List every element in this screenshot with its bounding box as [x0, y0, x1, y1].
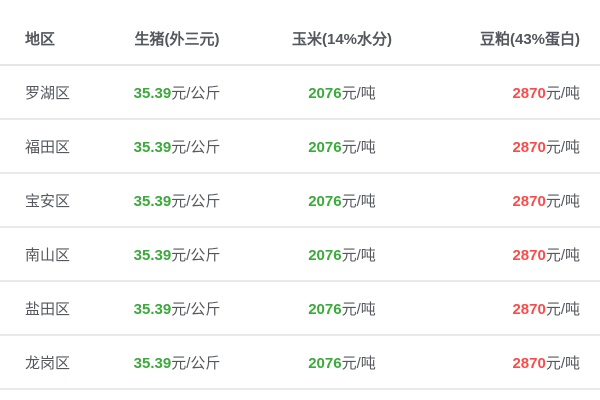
soymeal-price-value: 2870 — [512, 138, 546, 156]
corn-price-unit: 元/吨 — [341, 354, 376, 372]
pig-price-cell: 35.39元/公斤 — [102, 298, 252, 319]
pig-price-value: 35.39 — [133, 84, 172, 102]
region-cell: 宝安区 — [25, 192, 71, 210]
soymeal-price-value: 2870 — [512, 354, 546, 372]
soymeal-price-unit: 元/吨 — [545, 246, 580, 264]
pig-price-unit: 元/公斤 — [171, 84, 221, 102]
corn-price-unit: 元/吨 — [341, 246, 376, 264]
soymeal-price-value: 2870 — [512, 84, 546, 102]
corn-price-value: 2076 — [308, 354, 342, 372]
region-cell: 盐田区 — [25, 300, 71, 318]
corn-price-value: 2076 — [308, 84, 342, 102]
pig-price-unit: 元/公斤 — [171, 300, 221, 318]
corn-price-cell: 2076元/吨 — [252, 244, 432, 265]
livestock-price-table: 地区 生猪(外三元) 玉米(14%水分) 豆粕(43%蛋白) 罗湖区 35.39… — [0, 0, 600, 390]
table-row: 南山区 35.39元/公斤 2076元/吨 2870元/吨 — [0, 228, 600, 282]
pig-price-value: 35.39 — [133, 246, 172, 264]
soymeal-price-cell: 2870元/吨 — [432, 82, 600, 103]
corn-price-value: 2076 — [308, 192, 342, 210]
soymeal-price-value: 2870 — [512, 246, 546, 264]
corn-price-unit: 元/吨 — [341, 300, 376, 318]
pig-price-unit: 元/公斤 — [171, 192, 221, 210]
header-pig-price: 生猪(外三元) — [134, 30, 220, 48]
pig-price-unit: 元/公斤 — [171, 354, 221, 372]
soymeal-price-unit: 元/吨 — [545, 192, 580, 210]
pig-price-cell: 35.39元/公斤 — [102, 244, 252, 265]
pig-price-cell: 35.39元/公斤 — [102, 136, 252, 157]
soymeal-price-unit: 元/吨 — [545, 300, 580, 318]
pig-price-value: 35.39 — [133, 138, 172, 156]
corn-price-cell: 2076元/吨 — [252, 352, 432, 373]
region-cell: 南山区 — [25, 246, 71, 264]
pig-price-unit: 元/公斤 — [171, 138, 221, 156]
corn-price-cell: 2076元/吨 — [252, 82, 432, 103]
soymeal-price-unit: 元/吨 — [545, 354, 580, 372]
pig-price-value: 35.39 — [133, 192, 172, 210]
corn-price-unit: 元/吨 — [341, 84, 376, 102]
corn-price-value: 2076 — [308, 300, 342, 318]
pig-price-cell: 35.39元/公斤 — [102, 352, 252, 373]
table-row: 福田区 35.39元/公斤 2076元/吨 2870元/吨 — [0, 120, 600, 174]
pig-price-cell: 35.39元/公斤 — [102, 82, 252, 103]
soymeal-price-unit: 元/吨 — [545, 84, 580, 102]
corn-price-value: 2076 — [308, 138, 342, 156]
table-row: 龙岗区 35.39元/公斤 2076元/吨 2870元/吨 — [0, 336, 600, 390]
region-cell: 福田区 — [25, 138, 71, 156]
corn-price-unit: 元/吨 — [341, 138, 376, 156]
region-cell: 罗湖区 — [25, 84, 71, 102]
soymeal-price-cell: 2870元/吨 — [432, 136, 600, 157]
region-cell: 龙岗区 — [25, 354, 71, 372]
pig-price-unit: 元/公斤 — [171, 246, 221, 264]
corn-price-value: 2076 — [308, 246, 342, 264]
corn-price-cell: 2076元/吨 — [252, 136, 432, 157]
table-row: 罗湖区 35.39元/公斤 2076元/吨 2870元/吨 — [0, 66, 600, 120]
soymeal-price-value: 2870 — [512, 192, 546, 210]
soymeal-price-cell: 2870元/吨 — [432, 352, 600, 373]
header-corn-price: 玉米(14%水分) — [291, 30, 392, 48]
pig-price-value: 35.39 — [133, 300, 172, 318]
soymeal-price-cell: 2870元/吨 — [432, 190, 600, 211]
pig-price-value: 35.39 — [133, 354, 172, 372]
header-soymeal-price: 豆粕(43%蛋白) — [479, 30, 580, 48]
table-header-row: 地区 生猪(外三元) 玉米(14%水分) 豆粕(43%蛋白) — [0, 0, 600, 66]
pig-price-cell: 35.39元/公斤 — [102, 190, 252, 211]
corn-price-cell: 2076元/吨 — [252, 190, 432, 211]
soymeal-price-unit: 元/吨 — [545, 138, 580, 156]
table-row: 盐田区 35.39元/公斤 2076元/吨 2870元/吨 — [0, 282, 600, 336]
header-region: 地区 — [25, 30, 56, 48]
corn-price-cell: 2076元/吨 — [252, 298, 432, 319]
soymeal-price-cell: 2870元/吨 — [432, 298, 600, 319]
soymeal-price-cell: 2870元/吨 — [432, 244, 600, 265]
soymeal-price-value: 2870 — [512, 300, 546, 318]
corn-price-unit: 元/吨 — [341, 192, 376, 210]
table-row: 宝安区 35.39元/公斤 2076元/吨 2870元/吨 — [0, 174, 600, 228]
